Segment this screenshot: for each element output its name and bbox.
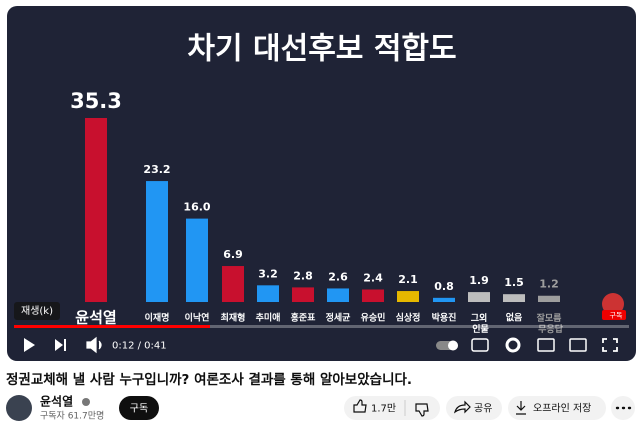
watermark-bg bbox=[602, 310, 626, 320]
category-label: 심상정 bbox=[396, 312, 421, 324]
channel-avatar[interactable] bbox=[6, 395, 32, 421]
like-icon bbox=[353, 399, 367, 413]
value-label: 1.9 bbox=[469, 274, 489, 287]
bar bbox=[146, 181, 168, 302]
play-button[interactable] bbox=[24, 338, 35, 352]
subscribe-button[interactable] bbox=[119, 396, 159, 420]
share-icon bbox=[453, 400, 471, 414]
like-count: 1.7만 bbox=[371, 403, 396, 415]
theater-button[interactable] bbox=[569, 338, 587, 352]
video-title: 정권교체해 낼 사람 누구입니까? 여론조사 결과를 통해 알아보았습니다. bbox=[6, 371, 412, 388]
progress-played bbox=[14, 325, 210, 328]
category-label: 박용진 bbox=[432, 312, 457, 324]
value-label: 16.0 bbox=[183, 201, 210, 214]
value-label: 1.2 bbox=[539, 278, 559, 291]
download-icon bbox=[516, 401, 526, 415]
category-label: 이낙연 bbox=[185, 312, 210, 324]
like-dislike-button[interactable] bbox=[344, 396, 440, 420]
volume-button[interactable] bbox=[86, 336, 102, 354]
time: 0:12 / 0:41 bbox=[112, 341, 167, 352]
download-label: 오프라인 저장 bbox=[533, 403, 591, 415]
channel-name[interactable]: 윤석열 bbox=[40, 394, 73, 409]
category-label: 잘모름 무응답 bbox=[535, 312, 564, 335]
tooltip-bg bbox=[14, 302, 60, 320]
tooltip: 재생(k) bbox=[21, 305, 53, 317]
watermark[interactable]: 구독 bbox=[610, 312, 623, 320]
category-label: 이재명 bbox=[145, 312, 170, 324]
value-label: 1.5 bbox=[504, 276, 524, 289]
value-label: 2.4 bbox=[363, 271, 383, 284]
progress-track[interactable] bbox=[14, 325, 629, 328]
value-label: 23.2 bbox=[143, 163, 170, 176]
subscribe-label: 구독 bbox=[130, 403, 148, 415]
autoplay-knob bbox=[448, 340, 458, 351]
category-label: 최재형 bbox=[221, 312, 246, 324]
miniplayer-button[interactable] bbox=[537, 338, 555, 352]
bar bbox=[433, 297, 455, 302]
next-button[interactable] bbox=[55, 339, 66, 351]
category-label: 윤석열 bbox=[75, 309, 116, 327]
share-label: 공유 bbox=[474, 403, 492, 415]
bar bbox=[327, 288, 349, 302]
bar bbox=[468, 292, 490, 302]
category-label: 유승민 bbox=[361, 312, 386, 324]
category-label: 정세균 bbox=[326, 312, 352, 324]
watermark-avatar[interactable] bbox=[602, 293, 624, 315]
category-label: 홍준표 bbox=[291, 312, 317, 324]
bar bbox=[257, 285, 279, 302]
category-label: 추미애 bbox=[256, 312, 281, 324]
download-button[interactable] bbox=[508, 396, 606, 420]
value-label: 3.2 bbox=[258, 267, 278, 280]
subscriber-count: 구독자 61.7만명 bbox=[40, 411, 104, 422]
chart-title: 차기 대선후보 적합도 bbox=[187, 32, 456, 67]
value-label: 2.8 bbox=[293, 269, 313, 282]
bar bbox=[503, 294, 525, 302]
bar bbox=[85, 118, 107, 302]
bar bbox=[397, 291, 419, 302]
bar bbox=[292, 287, 314, 302]
bar bbox=[362, 289, 384, 302]
dislike-icon[interactable] bbox=[415, 403, 429, 417]
fullscreen-button[interactable] bbox=[602, 338, 618, 352]
category-label: 그외 인물 bbox=[469, 312, 489, 335]
bar bbox=[222, 266, 244, 302]
value-label: 35.3 bbox=[70, 89, 122, 113]
value-label: 6.9 bbox=[223, 248, 243, 261]
subtitles-button[interactable] bbox=[471, 338, 489, 352]
value-label: 2.1 bbox=[398, 273, 418, 286]
verified-badge bbox=[82, 398, 90, 406]
bar bbox=[538, 295, 560, 302]
category-label: 없음 bbox=[506, 312, 523, 324]
settings-button[interactable] bbox=[505, 337, 521, 353]
value-label: 0.8 bbox=[434, 280, 454, 293]
chart: 35.3 윤석열 23.2 이재명 16.0 이낙연 6.9 최재형 3.2 추미애 2.8 홍준표 2… bbox=[70, 89, 564, 335]
value-label: 2.6 bbox=[328, 270, 348, 283]
share-button[interactable] bbox=[446, 396, 502, 420]
bar bbox=[186, 218, 208, 302]
